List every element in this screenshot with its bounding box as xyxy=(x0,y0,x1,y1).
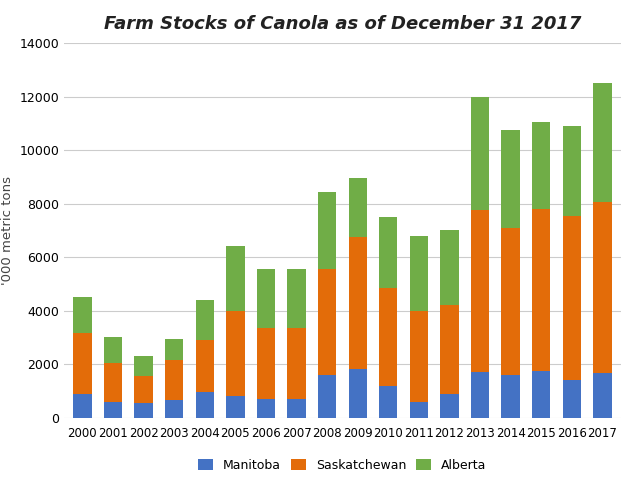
Bar xyxy=(104,402,122,418)
Bar xyxy=(318,375,336,418)
Bar xyxy=(593,203,612,373)
Bar xyxy=(196,300,214,340)
Bar xyxy=(349,178,367,237)
Bar xyxy=(563,216,581,380)
Bar xyxy=(349,237,367,370)
Bar xyxy=(502,375,520,418)
Bar xyxy=(379,217,397,288)
Bar xyxy=(165,400,183,418)
Bar xyxy=(410,236,428,311)
Bar xyxy=(563,126,581,216)
Bar xyxy=(287,399,306,418)
Bar xyxy=(73,394,92,418)
Bar xyxy=(471,96,489,210)
Bar xyxy=(134,356,153,376)
Bar xyxy=(593,84,612,203)
Bar xyxy=(471,372,489,418)
Title: Farm Stocks of Canola as of December 31 2017: Farm Stocks of Canola as of December 31 … xyxy=(104,15,581,33)
Bar xyxy=(287,328,306,399)
Bar xyxy=(196,340,214,392)
Bar xyxy=(440,230,459,305)
Bar xyxy=(410,402,428,418)
Bar xyxy=(257,399,275,418)
Bar xyxy=(257,269,275,328)
Bar xyxy=(532,209,550,371)
Bar xyxy=(287,269,306,328)
Bar xyxy=(165,339,183,360)
Bar xyxy=(532,122,550,209)
Bar xyxy=(73,333,92,394)
Bar xyxy=(379,385,397,418)
Bar xyxy=(104,337,122,363)
Bar xyxy=(318,192,336,269)
Bar xyxy=(440,305,459,394)
Y-axis label: '000 metric tons: '000 metric tons xyxy=(1,176,13,285)
Bar xyxy=(226,246,244,311)
Legend: Manitoba, Saskatchewan, Alberta: Manitoba, Saskatchewan, Alberta xyxy=(193,454,492,477)
Bar xyxy=(318,269,336,375)
Bar xyxy=(440,394,459,418)
Bar xyxy=(73,297,92,333)
Bar xyxy=(134,403,153,418)
Bar xyxy=(593,373,612,418)
Bar xyxy=(471,210,489,372)
Bar xyxy=(134,376,153,403)
Bar xyxy=(410,311,428,402)
Bar xyxy=(563,380,581,418)
Bar xyxy=(165,360,183,400)
Bar xyxy=(532,371,550,418)
Bar xyxy=(104,363,122,402)
Bar xyxy=(226,311,244,396)
Bar xyxy=(502,228,520,375)
Bar xyxy=(502,130,520,228)
Bar xyxy=(226,396,244,418)
Bar xyxy=(257,328,275,399)
Bar xyxy=(379,288,397,385)
Bar xyxy=(349,370,367,418)
Bar xyxy=(196,392,214,418)
